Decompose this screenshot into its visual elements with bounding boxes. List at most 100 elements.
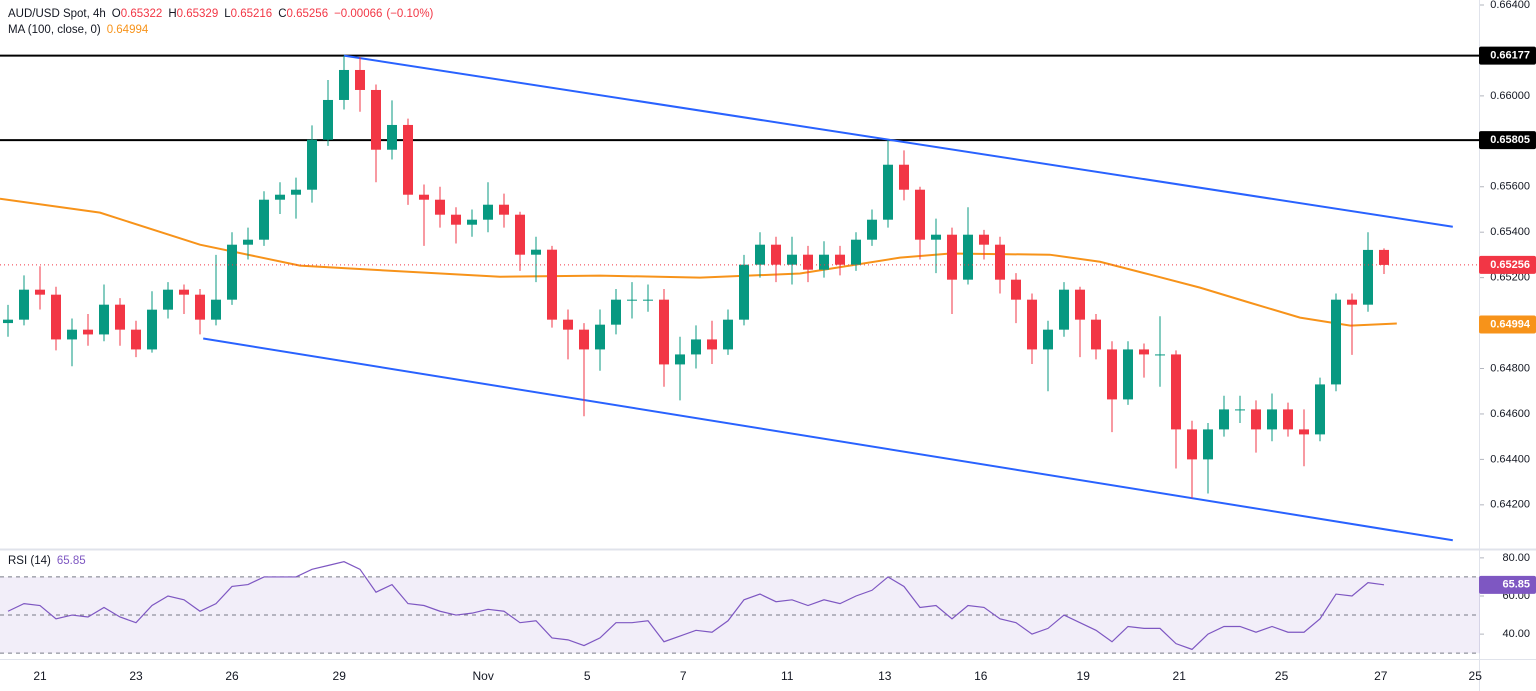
- candle-body: [1171, 354, 1181, 430]
- candle-body: [499, 204, 509, 215]
- ma-value: 0.64994: [107, 24, 149, 36]
- candle-body: [1059, 289, 1069, 330]
- candle-body: [819, 254, 829, 270]
- candle-body: [643, 299, 653, 301]
- ma-legend: MA (100, close, 0) 0.64994: [8, 24, 149, 36]
- candle-body: [1379, 249, 1389, 265]
- candle-body: [339, 69, 349, 100]
- candle-body: [771, 244, 781, 265]
- rsi-line: [7, 561, 1385, 651]
- ma-name: MA (100, close, 0): [8, 24, 101, 36]
- candle-body: [883, 164, 893, 220]
- candle-body: [595, 324, 605, 350]
- candle-body: [83, 329, 93, 335]
- ohlc-value: 0.65329: [177, 8, 219, 20]
- candle-body: [787, 254, 797, 265]
- legend-header: AUD/USD Spot, 4h O0.65322 H0.65329 L0.65216…: [8, 8, 434, 20]
- candle-body: [723, 319, 733, 350]
- candle-body: [803, 254, 813, 270]
- candle-body: [1267, 409, 1277, 430]
- candle-body: [995, 244, 1005, 280]
- candle-body: [931, 234, 941, 240]
- level-box: [1479, 46, 1536, 65]
- candle-body: [979, 234, 989, 245]
- candle-body: [1107, 349, 1117, 400]
- candle-body: [291, 189, 301, 195]
- ma-value-label: 0.64994: [1490, 318, 1531, 330]
- candle-body: [947, 234, 957, 280]
- candle-body: [867, 219, 877, 240]
- candle-body: [1187, 429, 1197, 460]
- candle-body: [131, 329, 141, 350]
- y-tick-label: 0.66000: [1490, 90, 1530, 102]
- candle-body: [899, 164, 909, 190]
- candle-body: [915, 189, 925, 240]
- candle-body: [1139, 349, 1149, 355]
- candle-body: [1155, 354, 1165, 356]
- candle-body: [547, 249, 557, 320]
- candle-body: [35, 289, 45, 295]
- y-tick-label: 0.64200: [1490, 499, 1530, 511]
- level-box: [1479, 131, 1536, 150]
- last-price-label: 0.65256: [1490, 259, 1530, 271]
- candle-body: [1283, 409, 1293, 430]
- candle-body: [435, 199, 445, 215]
- ohlc-label: L: [224, 8, 231, 20]
- rsi-legend: RSI (14) 65.85: [8, 555, 86, 567]
- candle-body: [1299, 429, 1309, 435]
- x-tick-label: 27: [1374, 669, 1388, 683]
- candle-body: [755, 244, 765, 265]
- candle-body: [851, 239, 861, 265]
- candle-body: [835, 254, 845, 265]
- candle-body: [1011, 279, 1021, 300]
- x-tick-label: 25: [1469, 669, 1483, 683]
- candle-body: [659, 299, 669, 365]
- candle-body: [1347, 299, 1357, 305]
- channel-line: [203, 337, 1453, 542]
- candle-body: [1251, 409, 1261, 430]
- candle-body: [1043, 329, 1053, 350]
- symbol: AUD/USD Spot, 4h: [8, 8, 106, 20]
- candle-body: [99, 304, 109, 335]
- level-label: 0.65805: [1490, 134, 1530, 146]
- x-tick-label: 11: [781, 669, 794, 683]
- rsi-value-label: 65.85: [1502, 579, 1530, 591]
- y-tick-label: 80.00: [1502, 552, 1530, 564]
- x-tick-label: 25: [1275, 669, 1289, 683]
- rsi-name: RSI (14): [8, 555, 51, 567]
- candle-body: [451, 214, 461, 225]
- candle-body: [163, 289, 173, 310]
- candle-body: [627, 299, 637, 301]
- candle-body: [1091, 319, 1101, 350]
- ohlc-value: 0.65256: [287, 8, 329, 20]
- candle-body: [1027, 299, 1037, 350]
- candle-body: [211, 299, 221, 320]
- rsi-value-box: [1479, 575, 1536, 594]
- candle-body: [1075, 289, 1085, 320]
- x-tick-label: 26: [225, 669, 239, 683]
- candle-body: [963, 234, 973, 280]
- candle-body: [1203, 429, 1213, 460]
- y-tick-label: 0.64400: [1490, 453, 1530, 465]
- x-tick-label: 21: [33, 669, 47, 683]
- rsi-value: 65.85: [57, 555, 86, 567]
- x-tick-label: 19: [1077, 669, 1091, 683]
- candle-body: [1219, 409, 1229, 430]
- ohlc-label: H: [168, 8, 176, 20]
- change-pct: (−0.10%): [386, 8, 433, 20]
- x-tick-label: 29: [333, 669, 347, 683]
- candle-body: [355, 69, 365, 90]
- ohlc-label: C: [278, 8, 286, 20]
- y-tick-label: 0.64600: [1490, 408, 1530, 420]
- candle-body: [1363, 249, 1373, 305]
- x-tick-label: 5: [584, 669, 591, 683]
- y-tick-label: 0.65600: [1490, 181, 1530, 193]
- y-tick-label: 0.65400: [1490, 226, 1530, 238]
- candle-body: [323, 99, 333, 140]
- x-tick-label: 21: [1173, 669, 1187, 683]
- ohlc-value: 0.65322: [121, 8, 163, 20]
- candle-body: [227, 244, 237, 300]
- x-tick-label: 7: [680, 669, 687, 683]
